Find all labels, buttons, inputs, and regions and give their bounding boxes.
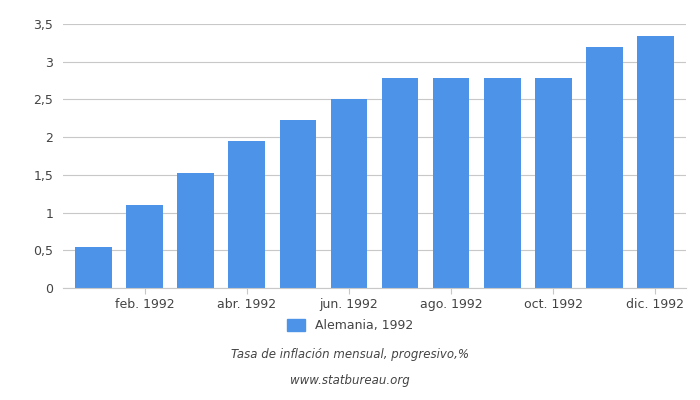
Bar [433, 78, 470, 288]
Bar [126, 205, 163, 288]
Bar [484, 78, 521, 288]
Bar [535, 78, 572, 288]
Bar [228, 141, 265, 288]
Bar [279, 120, 316, 288]
Legend: Alemania, 1992: Alemania, 1992 [281, 314, 419, 337]
Bar [586, 47, 623, 288]
Bar [382, 78, 419, 288]
Bar [330, 99, 368, 288]
Text: www.statbureau.org: www.statbureau.org [290, 374, 410, 387]
Bar [177, 172, 214, 288]
Text: Tasa de inflación mensual, progresivo,%: Tasa de inflación mensual, progresivo,% [231, 348, 469, 361]
Bar [637, 36, 673, 288]
Bar [76, 246, 112, 288]
